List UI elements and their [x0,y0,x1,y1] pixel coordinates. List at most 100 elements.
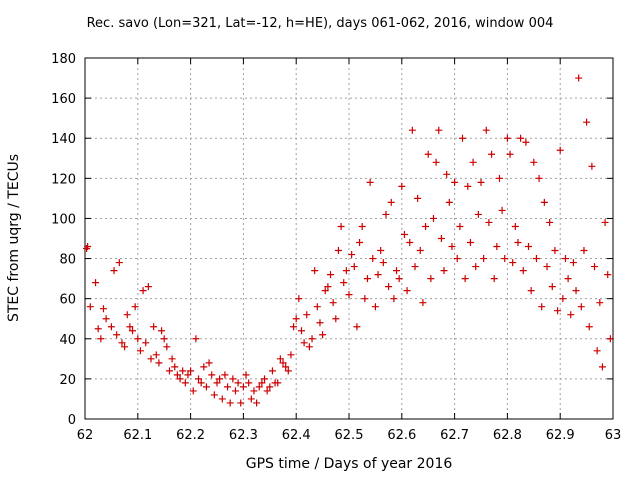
data-point [99,305,107,313]
data-point [155,359,163,367]
data-point [152,351,160,359]
data-point [263,387,271,395]
data-point [261,375,269,383]
data-point [276,355,284,363]
data-point [548,283,556,291]
data-point [136,347,144,355]
data-point [208,371,216,379]
data-point [300,339,308,347]
data-point [187,367,195,375]
data-point [324,283,332,291]
data-point [461,275,469,283]
data-point [561,255,569,263]
data-point [92,279,100,287]
x-tick-label: 62.4 [282,428,311,443]
data-point [181,379,189,387]
data-point [319,331,327,339]
data-point [210,391,218,399]
y-axis-label: STEC from uqrg / TECUs [6,153,22,323]
data-point [382,210,390,218]
data-point [102,315,110,323]
data-point [189,387,197,395]
data-point [358,222,366,230]
data-point [525,243,533,251]
data-point [546,218,554,226]
data-point [432,158,440,166]
y-tick-label: 40 [59,333,76,348]
data-point [168,355,176,363]
data-point [580,247,588,255]
data-point [342,267,350,275]
data-point [530,158,538,166]
data-point [411,263,419,271]
data-point [437,235,445,242]
data-point [316,319,324,327]
data-point [234,379,242,387]
data-point [532,255,540,263]
data-point [472,263,480,271]
data-point [266,383,274,391]
data-point [406,239,414,247]
data-point [445,198,453,206]
data-point [419,299,427,307]
data-point [226,399,234,407]
data-point [598,363,606,371]
data-point [274,379,282,387]
data-point [474,210,482,218]
data-point [554,307,562,315]
data-point [86,303,94,311]
x-tick-label: 62.6 [387,428,416,443]
y-tick-label: 160 [51,92,76,107]
data-point [290,323,298,331]
data-point [393,267,401,275]
data-point [408,126,416,134]
data-point [123,311,131,319]
x-tick-label: 62.5 [335,428,364,443]
data-point [118,339,126,347]
data-point [453,255,461,263]
data-point [390,295,398,303]
data-point [501,255,509,263]
data-point [482,126,490,134]
data-point [202,383,210,391]
data-point [308,335,316,343]
data-point [205,359,213,367]
data-point [224,383,232,391]
data-point [142,339,150,347]
data-point [115,259,123,267]
data-point [313,303,321,311]
data-point [332,315,340,323]
data-point [334,247,342,255]
data-point [403,287,411,295]
data-point [511,222,519,230]
data-point [229,375,237,383]
data-point [593,347,601,355]
data-point [329,299,337,307]
data-point [366,178,374,186]
data-point [213,379,221,387]
x-tick-label: 62.9 [546,428,575,443]
data-point [195,375,203,383]
data-point [469,158,477,166]
data-point [414,194,422,202]
data-point [258,379,266,387]
data-point [448,243,456,251]
data-point [559,295,567,303]
data-point [192,335,200,343]
data-point [84,243,92,251]
data-point [424,150,432,158]
data-point [422,222,430,230]
data-point [237,399,245,407]
data-point [429,214,437,222]
data-point [440,267,448,275]
data-point [572,287,580,295]
data-point [506,150,514,158]
data-point [287,351,295,359]
data-point [477,178,485,186]
data-point [543,263,551,271]
data-point [129,327,137,335]
data-point [107,323,115,331]
x-tick-label: 62.1 [123,428,152,443]
data-point [94,325,102,333]
data-point [255,383,263,391]
